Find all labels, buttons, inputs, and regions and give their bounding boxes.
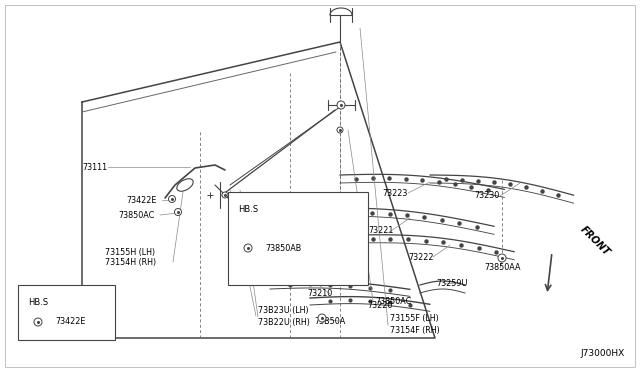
Text: 73220: 73220 xyxy=(367,301,392,311)
Text: 73154F (RH): 73154F (RH) xyxy=(390,326,440,334)
Text: 73223: 73223 xyxy=(382,189,408,198)
Text: 73B23U (LH): 73B23U (LH) xyxy=(258,307,308,315)
Bar xyxy=(228,192,368,285)
Text: 73155F (LH): 73155F (LH) xyxy=(390,314,439,324)
Circle shape xyxy=(337,127,343,133)
Ellipse shape xyxy=(177,179,193,191)
Text: 73850AC: 73850AC xyxy=(375,296,412,305)
Circle shape xyxy=(318,314,326,322)
Text: HB.S: HB.S xyxy=(238,205,258,214)
Text: 73154H (RH): 73154H (RH) xyxy=(105,259,156,267)
Text: 73850AB: 73850AB xyxy=(265,244,301,253)
Text: 73B50A: 73B50A xyxy=(314,317,345,326)
Circle shape xyxy=(498,254,506,262)
Text: J73000HX: J73000HX xyxy=(580,349,625,358)
Circle shape xyxy=(168,196,175,202)
Text: 73230: 73230 xyxy=(474,190,499,199)
Text: 73155H (LH): 73155H (LH) xyxy=(105,248,155,257)
Text: 73111: 73111 xyxy=(82,163,107,171)
Bar xyxy=(18,285,115,340)
Text: 73221: 73221 xyxy=(368,225,394,234)
Text: 73259U: 73259U xyxy=(436,279,467,288)
Circle shape xyxy=(244,244,252,252)
Text: HB.S: HB.S xyxy=(28,298,48,307)
Text: 73422E: 73422E xyxy=(126,196,156,205)
Circle shape xyxy=(34,318,42,326)
Text: 73222: 73222 xyxy=(408,253,433,262)
Text: 73210: 73210 xyxy=(307,289,332,298)
Text: FRONT: FRONT xyxy=(578,225,611,258)
Circle shape xyxy=(222,192,228,198)
Text: 73422E: 73422E xyxy=(55,317,85,327)
Text: 73850AA: 73850AA xyxy=(484,263,520,273)
Circle shape xyxy=(175,208,182,215)
Text: 73B22U (RH): 73B22U (RH) xyxy=(258,317,310,327)
Circle shape xyxy=(337,101,345,109)
Text: 73850AC: 73850AC xyxy=(118,211,154,219)
